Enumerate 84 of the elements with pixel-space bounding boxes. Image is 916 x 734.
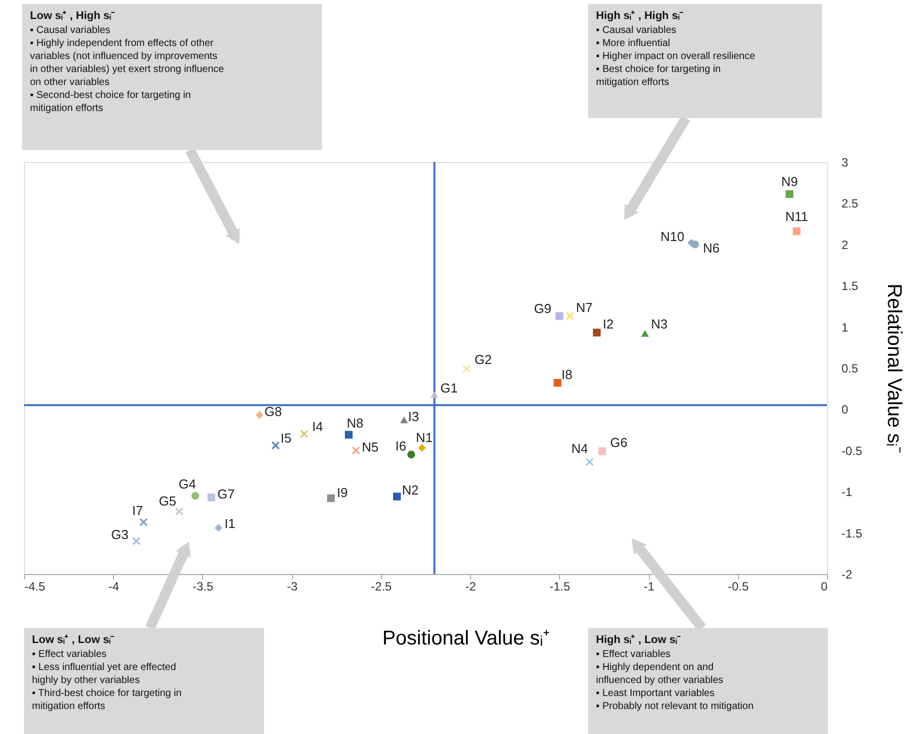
- point: [792, 227, 801, 236]
- x-tick-label: -2: [465, 580, 476, 594]
- series-label: I4: [312, 418, 323, 434]
- point: [555, 312, 564, 320]
- x-tick-label: -3.5: [192, 580, 214, 594]
- point: [592, 328, 601, 336]
- y-axis-title: Relational Value sᵢ⁻: [883, 284, 906, 454]
- point: [462, 364, 471, 373]
- series-label: I1: [224, 516, 236, 531]
- point: [256, 411, 264, 419]
- point: [586, 458, 594, 466]
- point: [132, 536, 141, 546]
- series-label: G7: [217, 486, 235, 502]
- text: High sᵢ⁺ , High sᵢ⁻ ▪ Causal variables ▪ More influential ▪ Higher impact on overall resilience ▪ Best choice for targeting in mitigation efforts: [596, 10, 756, 88]
- series-label: N10: [660, 228, 684, 244]
- point: [641, 330, 649, 337]
- series-label: I9: [336, 485, 348, 500]
- series-label: I3: [408, 408, 419, 424]
- y-tick-label: 1: [842, 320, 848, 334]
- series-label: I6: [395, 438, 406, 454]
- point: [598, 447, 606, 456]
- y-tick-label: 3: [842, 156, 848, 170]
- point: [207, 493, 216, 502]
- point: [691, 240, 699, 248]
- point: [400, 416, 408, 424]
- series-label: G2: [474, 352, 492, 367]
- point: [344, 430, 353, 439]
- point: [566, 312, 574, 320]
- x-tick-label: -2.5: [371, 580, 392, 594]
- series-label: G3: [111, 527, 128, 542]
- point: [271, 441, 280, 450]
- point: [393, 492, 401, 500]
- series-label: G6: [610, 435, 628, 450]
- series-label: N2: [402, 482, 419, 498]
- x-tick-label: -1: [644, 580, 655, 594]
- series-label: G9: [534, 301, 552, 316]
- point: [327, 494, 335, 502]
- point: [175, 507, 184, 516]
- point: [139, 518, 148, 526]
- series-label: N9: [781, 174, 798, 190]
- x-tick-label: -4.5: [24, 580, 46, 594]
- point: [418, 444, 426, 452]
- x-tick-label: -1.5: [549, 580, 570, 594]
- point: [352, 446, 360, 455]
- y-tick-label: -2: [842, 568, 852, 582]
- y-tick-label: 2.5: [842, 196, 859, 211]
- x-tick-label: 0: [820, 580, 828, 594]
- series-label: N8: [346, 416, 364, 431]
- point: [554, 378, 562, 387]
- x-tick-label: -0.5: [728, 580, 749, 594]
- y-tick-label: -1: [842, 485, 852, 500]
- point: [300, 430, 308, 438]
- point: [786, 190, 794, 198]
- text: Low sᵢ⁺ , Low sᵢ⁻ ▪ Effect variables ▪ Less influential yet are effected highly by other variables ▪ Third-best choice for targeting in mitigation efforts: [32, 634, 182, 712]
- text: High sᵢ⁺ , Low sᵢ⁻ ▪ Effect variables ▪ Highly dependent on and influenced by other variables ▪ Least Important variables ▪ Probably not relevant to mitigation: [596, 634, 754, 712]
- series-label: N3: [650, 316, 668, 332]
- series-label: N7: [576, 300, 593, 316]
- series-label: G4: [178, 476, 196, 492]
- x-tick-label: -3: [286, 580, 298, 594]
- series-label: N4: [571, 440, 588, 456]
- point: [214, 524, 222, 532]
- series-label: I5: [280, 430, 292, 446]
- series-label: I2: [602, 316, 614, 332]
- y-tick-label: 0.5: [842, 362, 859, 376]
- point: [407, 450, 416, 458]
- y-tick-label: -1.5: [842, 526, 863, 540]
- series-label: N1: [416, 430, 433, 445]
- x-axis-title: Positional Value sᵢ⁺: [382, 628, 550, 650]
- series-label: G8: [264, 404, 282, 419]
- series-label: N6: [702, 240, 720, 256]
- x-tick-label: -4: [108, 580, 120, 594]
- y-tick-label: -0.5: [842, 444, 863, 458]
- y-tick-label: 1.5: [842, 279, 859, 294]
- series-label: N5: [362, 439, 379, 454]
- point: [191, 492, 200, 500]
- point: [430, 391, 438, 398]
- y-tick-label: 0: [842, 402, 848, 417]
- series-label: G5: [158, 493, 176, 508]
- text: Low sᵢ⁺ , High sᵢ⁻ ▪ Causal variables ▪ Highly independent from effects of other variables (not influenced by improvements in other variables) yet exert strong influence on other variables ▪ Second-best choice for targeting in mitigation efforts: [30, 10, 224, 114]
- series-label: I8: [562, 366, 572, 382]
- y-tick-label: 2: [842, 238, 848, 252]
- series-label: N11: [785, 209, 808, 224]
- series-label: I7: [132, 503, 143, 518]
- series-label: G1: [440, 380, 458, 396]
